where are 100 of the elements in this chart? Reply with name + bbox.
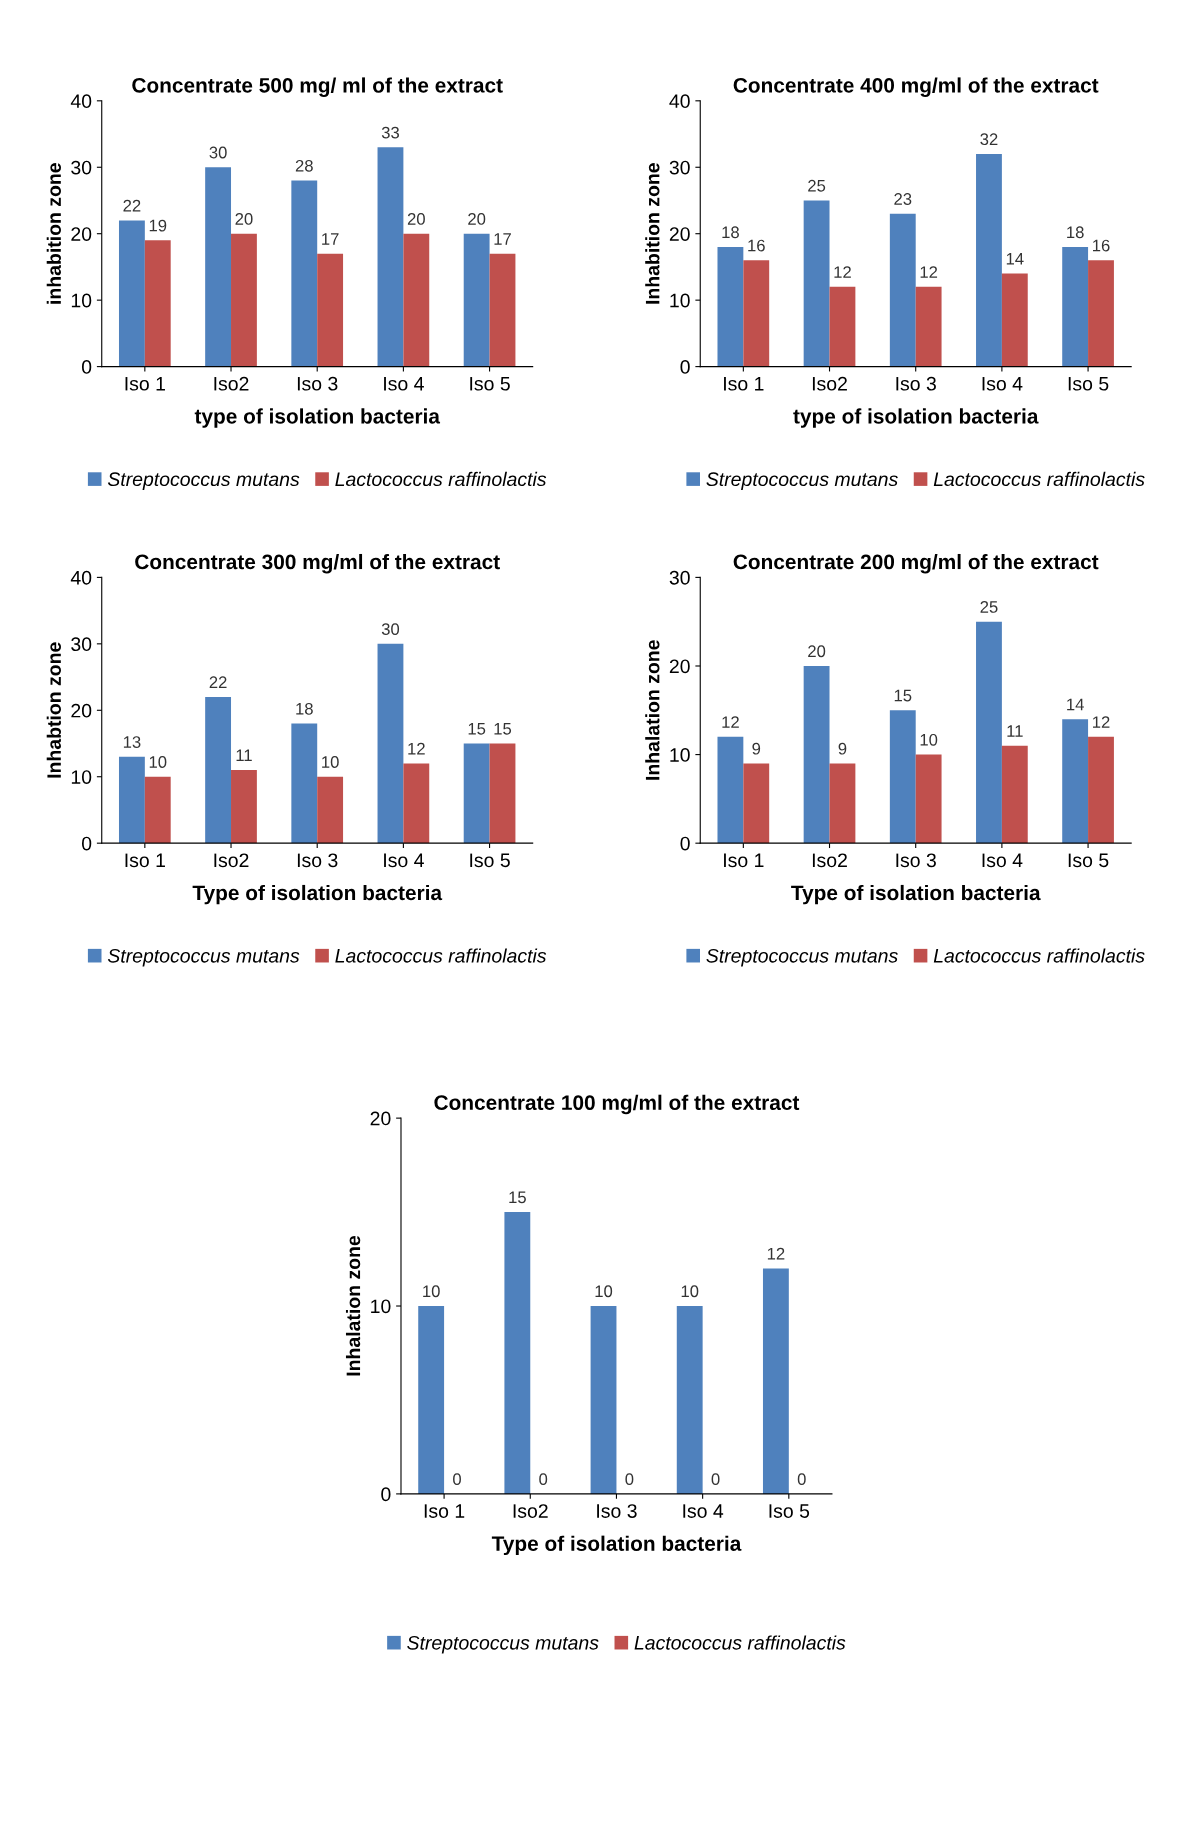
bar — [717, 247, 744, 367]
x-tick-label: Iso 4 — [384, 853, 424, 868]
data-label: 0 — [453, 1473, 461, 1486]
bar — [403, 763, 430, 844]
y-tick-label: 20 — [370, 1111, 391, 1126]
x-tick-label: Iso 4 — [384, 377, 424, 391]
data-label: 11 — [1007, 725, 1023, 737]
y-tick-label: 30 — [669, 160, 690, 175]
x-tick-label: Iso 3 — [297, 853, 338, 868]
bar — [976, 153, 1002, 367]
data-label: 17 — [322, 233, 339, 245]
chart-title: Concentrate 400 mg/ml of the extract — [733, 77, 1099, 97]
bar — [803, 200, 830, 367]
bar — [889, 710, 916, 844]
chart-title: Concentrate 300 mg/ml of the extract — [135, 553, 500, 574]
data-label: 20 — [808, 645, 826, 658]
bar — [205, 167, 232, 367]
y-axis-title: Inhabition zone — [645, 163, 660, 304]
y-tick-label: 10 — [71, 293, 92, 308]
data-label: 10 — [920, 733, 938, 746]
x-tick-label: Iso 3 — [896, 376, 936, 391]
y-tick-label: 0 — [81, 836, 92, 851]
legend-label: Streptococcus mutans — [107, 472, 300, 490]
bar — [889, 213, 916, 367]
legend-label: Lactococcus raffinolactis — [933, 948, 1145, 963]
data-label: 15 — [894, 689, 912, 702]
x-tick-label: Iso 4 — [982, 853, 1023, 868]
data-label: 9 — [838, 742, 847, 755]
x-tick-label: Iso 1 — [424, 1504, 465, 1518]
bar — [377, 643, 404, 844]
data-label: 12 — [1093, 716, 1110, 728]
x-tick-label: Iso 5 — [470, 853, 510, 868]
y-tick-label: 40 — [669, 94, 690, 109]
bar — [915, 754, 942, 844]
x-axis-title: Type of isolation bacteria — [192, 884, 443, 905]
bar — [976, 621, 1002, 844]
bar — [803, 665, 830, 844]
y-tick-label: 40 — [70, 570, 92, 585]
bar — [590, 1306, 617, 1494]
data-label: 14 — [1067, 698, 1084, 711]
data-label: 12 — [722, 716, 739, 728]
chart-title: Concentrate 100 mg/ml of the extract — [434, 1094, 800, 1115]
bar — [1062, 247, 1089, 367]
y-tick-label: 20 — [71, 703, 92, 718]
y-axis-title: Inhabtion zone — [46, 642, 61, 778]
bar — [317, 253, 344, 367]
bar — [1062, 719, 1089, 844]
legend-label: Streptococcus mutans — [706, 948, 898, 967]
data-label: 23 — [894, 193, 912, 205]
y-tick-label: 20 — [71, 227, 92, 241]
y-tick-label: 30 — [71, 637, 92, 652]
x-tick-label: Iso 1 — [724, 853, 764, 868]
bar — [489, 253, 516, 367]
bar — [144, 776, 171, 844]
data-label: 15 — [468, 723, 486, 735]
bar — [829, 763, 856, 844]
bar — [504, 1212, 531, 1494]
bar — [1088, 736, 1114, 844]
bar — [463, 743, 490, 844]
data-label: 20 — [407, 213, 425, 225]
bar — [743, 260, 770, 367]
data-label: 17 — [494, 233, 511, 245]
y-tick-label: 0 — [680, 360, 690, 374]
x-tick-label: Iso 1 — [724, 377, 764, 391]
y-tick-label: 20 — [669, 659, 690, 674]
data-label: 0 — [539, 1473, 548, 1486]
bar — [1001, 273, 1028, 367]
legend-label: Streptococcus mutans — [407, 1635, 599, 1654]
data-label: 9 — [752, 742, 761, 755]
bar — [118, 220, 145, 367]
x-tick-label: Iso2 — [513, 1504, 548, 1518]
x-tick-label: Iso2 — [214, 376, 249, 391]
bar — [676, 1306, 703, 1494]
x-tick-label: Iso 1 — [125, 853, 165, 868]
x-axis-title: Type of isolation bacteria — [491, 1535, 742, 1556]
data-label: 20 — [235, 213, 253, 225]
x-tick-label: Iso 3 — [597, 1504, 637, 1518]
y-tick-label: 10 — [670, 293, 690, 308]
x-tick-label: Iso 3 — [896, 853, 936, 868]
data-label: 10 — [149, 756, 167, 768]
data-label: 12 — [834, 266, 851, 278]
legend-label: Lactococcus raffinolactis — [634, 1635, 846, 1650]
data-label: 28 — [295, 159, 313, 172]
data-label: 12 — [408, 742, 425, 755]
x-tick-label: Iso 5 — [470, 377, 510, 391]
data-label: 18 — [296, 702, 313, 715]
bar — [231, 770, 257, 844]
bar — [377, 147, 404, 367]
bar — [205, 697, 232, 844]
data-label: 10 — [595, 1285, 613, 1298]
legend-label: Lactococcus raffinolactis — [335, 471, 547, 487]
bar — [463, 233, 490, 367]
bar — [418, 1306, 445, 1494]
y-tick-label: 40 — [70, 94, 92, 109]
bar — [1088, 260, 1114, 367]
data-label: 15 — [494, 723, 512, 735]
bar — [403, 233, 430, 367]
bar — [829, 286, 856, 367]
y-axis-title: inhabition zone — [46, 163, 61, 304]
data-label: 19 — [149, 219, 167, 232]
